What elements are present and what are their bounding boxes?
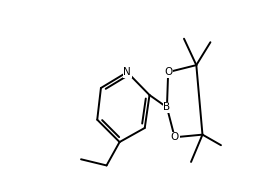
Text: N: N: [123, 67, 131, 77]
Text: O: O: [171, 132, 179, 142]
Text: O: O: [164, 67, 172, 77]
Text: B: B: [163, 102, 171, 112]
